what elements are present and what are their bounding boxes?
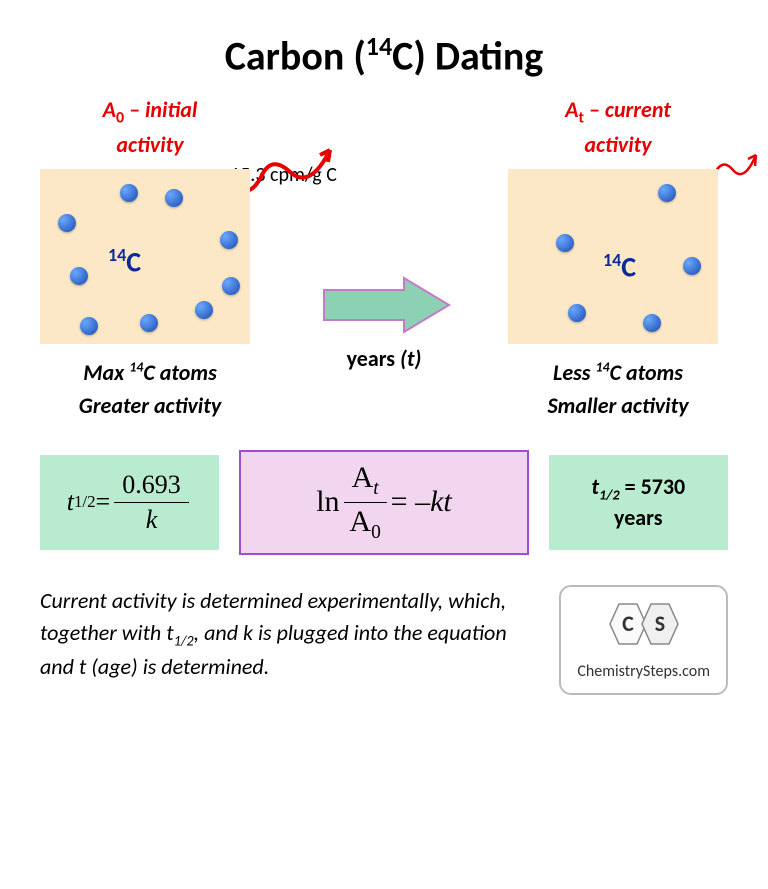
diagram-row: A0 – initial activity 15.3 cpm/g C 14C M… bbox=[20, 95, 748, 422]
logo-box: C S ChemistrySteps.com bbox=[559, 585, 728, 695]
f1-sub: 1/2 bbox=[74, 492, 96, 512]
carbon-atom bbox=[140, 314, 158, 332]
a0-line2: activity bbox=[116, 131, 183, 158]
rc-line2: Smaller activity bbox=[547, 392, 688, 419]
svg-text:S: S bbox=[654, 610, 664, 637]
right-atom-box: 14C bbox=[508, 169, 718, 344]
f1-fraction: 0.693 k bbox=[114, 470, 189, 535]
lc-sup: 14 bbox=[129, 359, 143, 376]
lc-post: C atoms bbox=[143, 359, 216, 386]
carbon-atom bbox=[220, 231, 238, 249]
left-c14-c: C bbox=[126, 244, 141, 279]
footer-row: Current activity is determined experimen… bbox=[20, 585, 748, 695]
left-caption: Max 14C atoms Greater activity bbox=[40, 356, 260, 422]
lc-line2: Greater activity bbox=[79, 392, 221, 419]
rc-pre: Less bbox=[553, 359, 595, 386]
f3-t: t bbox=[591, 473, 599, 500]
carbon-atom bbox=[683, 257, 701, 275]
title-suffix: C) Dating bbox=[392, 31, 543, 80]
carbon-atom bbox=[58, 214, 76, 232]
carbon-atom bbox=[568, 304, 586, 322]
carbon-atom bbox=[165, 189, 183, 207]
right-c14-label: 14C bbox=[603, 249, 636, 284]
title-sup: 14 bbox=[366, 30, 392, 62]
rc-sup: 14 bbox=[595, 359, 609, 376]
carbon-atom bbox=[643, 314, 661, 332]
f1-num: 0.693 bbox=[114, 470, 189, 503]
logo-site-name: ChemistrySteps.com bbox=[577, 662, 710, 681]
years-t: (t) bbox=[400, 345, 421, 372]
left-c14-sup: 14 bbox=[108, 244, 126, 266]
years-text: years bbox=[347, 345, 400, 372]
transition-arrow-icon bbox=[314, 275, 454, 335]
footer-text: Current activity is determined experimen… bbox=[40, 585, 510, 683]
f1-t: t bbox=[67, 487, 74, 517]
page-title: Carbon (14C) Dating bbox=[20, 30, 748, 80]
f3-years: years bbox=[614, 504, 662, 533]
at-line2: activity bbox=[584, 131, 651, 158]
carbon-atom bbox=[120, 184, 138, 202]
carbon-atom bbox=[80, 317, 98, 335]
f2-rhs: = – bbox=[391, 485, 430, 519]
decay-formula-box: ln At A0 = – kt bbox=[239, 450, 528, 555]
f3-sub: 1/2 bbox=[599, 485, 620, 503]
left-panel: A0 – initial activity 15.3 cpm/g C 14C M… bbox=[40, 95, 260, 422]
initial-activity-label: A0 – initial activity bbox=[40, 95, 260, 161]
f2-fraction: At A0 bbox=[344, 461, 387, 544]
carbon-atom bbox=[556, 234, 574, 252]
right-c14-sup: 14 bbox=[603, 249, 621, 271]
left-c14-label: 14C bbox=[108, 244, 141, 279]
f2-t: t bbox=[443, 485, 451, 519]
years-label: years (t) bbox=[347, 345, 422, 372]
rc-post: C atoms bbox=[610, 359, 683, 386]
carbon-atom bbox=[222, 277, 240, 295]
halflife-formula-box: t1/2 = 0.693 k bbox=[40, 455, 219, 550]
right-c14-c: C bbox=[621, 249, 636, 284]
f1-eq: = bbox=[96, 487, 111, 517]
carbon-atom bbox=[658, 184, 676, 202]
logo-icon: C S bbox=[589, 599, 699, 649]
f2-k: k bbox=[430, 485, 443, 519]
right-caption: Less 14C atoms Smaller activity bbox=[508, 356, 728, 422]
ft-sub: 1/2 bbox=[174, 631, 194, 649]
a0-sub: 0 bbox=[116, 109, 124, 128]
at-symbol: A bbox=[565, 96, 578, 123]
carbon-atom bbox=[70, 267, 88, 285]
f2-den: A0 bbox=[349, 503, 380, 544]
f2-num: At bbox=[344, 461, 387, 503]
a0-rest: – initial bbox=[124, 96, 197, 123]
carbon-atom bbox=[195, 301, 213, 319]
right-panel: At – current activity 14C Less 14C atoms… bbox=[508, 95, 728, 422]
a0-symbol: A bbox=[103, 96, 116, 123]
current-activity-label: At – current activity bbox=[508, 95, 728, 161]
title-prefix: Carbon ( bbox=[225, 31, 366, 80]
f1-den: k bbox=[146, 503, 158, 535]
f3-eq: = 5730 bbox=[620, 473, 686, 500]
left-atom-box: 14C bbox=[40, 169, 250, 344]
halflife-value-box: t1/2 = 5730 years bbox=[549, 455, 728, 550]
at-rest: – current bbox=[584, 96, 671, 123]
f2-ln: ln bbox=[316, 485, 339, 519]
svg-text:C: C bbox=[622, 610, 634, 637]
formula-row: t1/2 = 0.693 k ln At A0 = – kt t1/2 = 57… bbox=[20, 450, 748, 555]
cpm-label: 15.3 cpm/g C bbox=[230, 163, 380, 187]
lc-pre: Max bbox=[83, 359, 129, 386]
